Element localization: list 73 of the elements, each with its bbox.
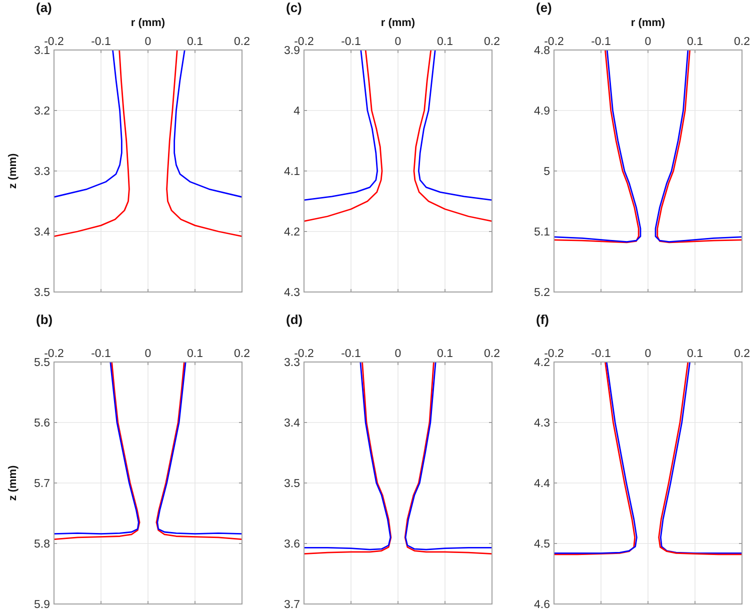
x-tick-label: 0.2 — [484, 348, 500, 360]
line-series — [54, 50, 122, 198]
line-series — [54, 50, 130, 238]
y-axis-title: z (mm) — [7, 152, 19, 189]
y-tick-label: 4.9 — [534, 106, 550, 118]
chart-title: (a) — [36, 0, 52, 15]
y-tick-label: 5.8 — [34, 538, 50, 551]
y-tick-label: 3.9 — [284, 45, 300, 58]
y-tick-label: 4.3 — [534, 418, 550, 430]
y-tick-label: 5.1 — [534, 226, 550, 239]
x-tick-label: 0.1 — [687, 348, 703, 360]
y-tick-label: 5 — [544, 166, 550, 178]
y-tick-label: 3.2 — [34, 106, 50, 118]
x-tick-label: 0.2 — [734, 36, 750, 48]
x-tick-label: -0.1 — [91, 36, 111, 48]
y-axis-title: z (mm) — [7, 464, 19, 501]
x-tick-label: 0.2 — [734, 348, 750, 360]
y-tick-label: 4.5 — [534, 538, 550, 551]
line-series — [418, 50, 492, 201]
x-tick-label: 0.1 — [437, 348, 453, 360]
x-tick-label: 0 — [644, 348, 652, 360]
line-series — [166, 50, 242, 238]
y-tick-label: 4.4 — [534, 478, 551, 490]
x-tick-label: -0.1 — [591, 348, 611, 360]
y-tick-label: 5.2 — [534, 287, 550, 300]
x-tick-label: 0.1 — [187, 348, 203, 360]
y-tick-label: 3.7 — [284, 599, 300, 612]
y-tick-label: 3.1 — [34, 45, 50, 58]
y-tick-label: 3.4 — [284, 418, 301, 430]
y-tick-label: 4.2 — [284, 226, 300, 239]
y-tick-label: 4.6 — [534, 599, 550, 612]
line-series — [304, 50, 378, 201]
y-tick-label: 4.2 — [534, 357, 550, 370]
x-tick-label: 0.1 — [687, 36, 703, 48]
x-axis-title: r (mm) — [380, 17, 416, 29]
y-tick-label: 5.7 — [34, 478, 50, 490]
y-tick-label: 3.3 — [284, 357, 300, 370]
y-tick-label: 5.6 — [34, 418, 50, 430]
chart-title: (e) — [536, 0, 552, 15]
y-tick-label: 4.8 — [534, 45, 550, 58]
y-tick-label: 5.9 — [34, 599, 50, 612]
x-tick-label: 0.2 — [234, 36, 250, 48]
line-series — [174, 50, 242, 198]
x-tick-label: 0 — [144, 36, 152, 48]
x-axis-title: r (mm) — [630, 17, 666, 29]
y-tick-label: 3.6 — [284, 538, 300, 551]
chart-title: (c) — [286, 0, 302, 15]
y-tick-label: 5.5 — [34, 357, 50, 370]
y-tick-label: 4 — [294, 106, 301, 118]
y-tick-label: 4.3 — [284, 287, 300, 300]
line-series — [413, 50, 492, 222]
chart-title: (d) — [286, 312, 303, 327]
x-tick-label: 0.1 — [187, 36, 203, 48]
x-tick-label: 0.2 — [234, 348, 250, 360]
x-tick-label: 0 — [144, 348, 152, 360]
line-series — [304, 50, 383, 222]
chart-title: (f) — [536, 312, 549, 327]
y-tick-label: 3.5 — [284, 478, 300, 490]
x-tick-label: 0.1 — [437, 36, 453, 48]
y-tick-label: 3.5 — [34, 287, 50, 300]
y-tick-label: 3.4 — [34, 226, 51, 239]
x-tick-label: -0.1 — [341, 36, 361, 48]
x-tick-label: -0.1 — [341, 348, 361, 360]
x-tick-label: 0 — [394, 348, 402, 360]
y-tick-label: 4.1 — [284, 166, 300, 178]
x-tick-label: 0.2 — [484, 36, 500, 48]
chart-title: (b) — [36, 312, 53, 327]
x-tick-label: 0 — [644, 36, 652, 48]
x-tick-label: 0 — [394, 36, 402, 48]
x-tick-label: -0.1 — [591, 36, 611, 48]
y-tick-label: 3.3 — [34, 166, 50, 178]
x-tick-label: -0.1 — [91, 348, 111, 360]
x-axis-title: r (mm) — [130, 17, 166, 29]
